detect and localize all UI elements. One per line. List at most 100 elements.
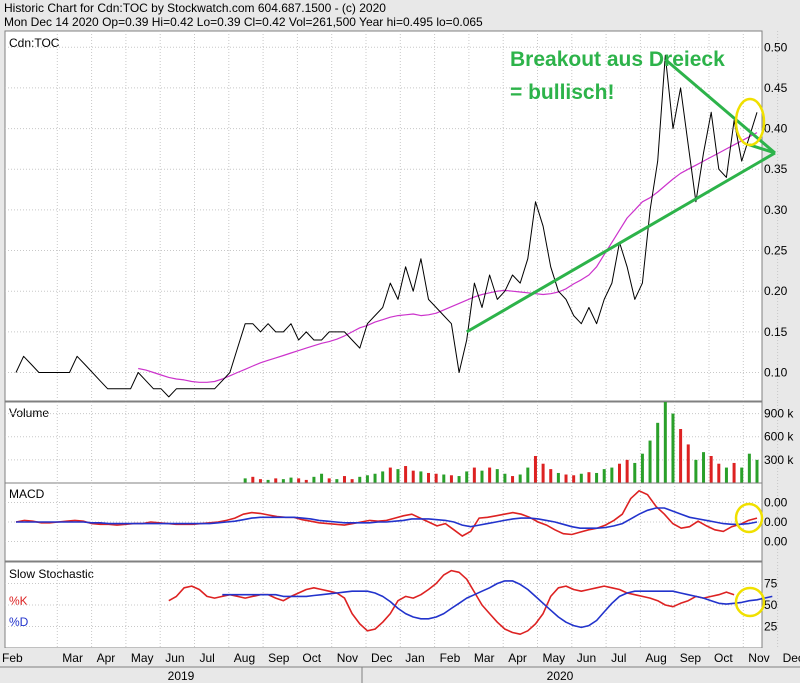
volume-bar (549, 469, 553, 483)
volume-bar (694, 459, 698, 483)
stochastic-panel-title: Slow Stochastic (9, 567, 94, 581)
annotation-line1: Breakout aus Dreieck (510, 48, 725, 71)
volume-bar (419, 471, 423, 483)
volume-panel (4, 401, 763, 484)
chart-header-line1: Historic Chart for Cdn:TOC by Stockwatch… (4, 1, 386, 15)
y-tick-label: 600 k (764, 430, 794, 444)
x-axis-area (0, 648, 800, 683)
volume-bar (503, 473, 507, 483)
triangle-trendline-apex (748, 143, 776, 155)
x-month-label: Nov (748, 651, 769, 665)
y-tick-label: 0.40 (764, 122, 788, 136)
volume-bar (602, 469, 606, 483)
volume-bar (373, 473, 377, 483)
volume-bar (663, 402, 667, 483)
x-month-label: Dec (783, 651, 800, 665)
volume-bar (289, 477, 293, 483)
volume-bar (320, 473, 324, 483)
year-label-2019: 2019 (168, 669, 195, 683)
x-month-label: Feb (2, 651, 23, 665)
volume-bar (556, 472, 560, 483)
volume-bar (434, 473, 438, 483)
volume-bar (488, 467, 492, 483)
y-tick-label: 900 k (764, 407, 794, 421)
volume-bar (702, 452, 706, 483)
breakout-circle-price (734, 97, 766, 147)
volume-bar (243, 478, 247, 483)
x-month-label: Apr (97, 651, 116, 665)
volume-bar (610, 467, 614, 483)
volume-bar (427, 472, 431, 483)
y-tick-label: 0.15 (764, 325, 788, 339)
y-tick-label: 0.30 (764, 203, 788, 217)
volume-bar (518, 474, 522, 483)
x-month-label: Feb (440, 651, 461, 665)
price-panel (4, 30, 763, 402)
volume-bar (297, 478, 301, 483)
volume-bar (732, 462, 736, 483)
volume-bar (274, 478, 278, 483)
volume-bar (396, 469, 400, 483)
triangle-trendline-upper (664, 58, 776, 155)
volume-bar (579, 473, 583, 483)
x-month-label: Oct (714, 651, 733, 665)
volume-bar (312, 476, 316, 483)
volume-bar (740, 467, 744, 483)
y-tick-label: 0.35 (764, 162, 788, 176)
volume-bar (572, 475, 576, 483)
x-month-label: Aug (645, 651, 666, 665)
x-month-label: Jan (405, 651, 424, 665)
x-month-label: Sep (680, 651, 702, 665)
volume-bar (411, 470, 415, 483)
volume-bar (388, 467, 392, 483)
y-tick-label: 0.25 (764, 244, 788, 258)
volume-bar (533, 456, 537, 483)
y-tick-label: 0.00 (764, 515, 788, 529)
y-tick-label: 75 (764, 577, 778, 591)
y-tick-label: 0.50 (764, 40, 788, 54)
x-month-label: Oct (302, 651, 321, 665)
volume-bar (617, 463, 621, 483)
volume-bar (587, 472, 591, 483)
x-month-label: Dec (371, 651, 392, 665)
volume-bar (266, 479, 270, 483)
volume-bar (671, 413, 675, 483)
chart-header-line2: Mon Dec 14 2020 Op=0.39 Hi=0.42 Lo=0.39 … (4, 15, 483, 29)
volume-bar (457, 476, 461, 483)
volume-bar (365, 475, 369, 483)
volume-bar (595, 472, 599, 483)
x-month-label: Jun (577, 651, 596, 665)
volume-bar (304, 479, 308, 483)
y-tick-label: 0.45 (764, 81, 788, 95)
volume-bar (472, 467, 476, 483)
volume-bar (747, 453, 751, 483)
x-month-label: Apr (508, 651, 527, 665)
x-month-label: Jul (611, 651, 626, 665)
y-tick-label: 0.00 (764, 496, 788, 510)
volume-bar (404, 466, 408, 483)
volume-bar (755, 459, 759, 483)
y-tick-label: 0.10 (764, 366, 788, 380)
stochastic-d-line (222, 580, 773, 629)
macd-panel-title: MACD (9, 487, 45, 501)
volume-bar (449, 475, 453, 483)
volume-bar (564, 474, 568, 483)
macd-signal-line (16, 507, 758, 530)
volume-bar (679, 429, 683, 483)
volume-bar (480, 470, 484, 483)
stochastic-legend-k: %K (9, 594, 28, 608)
volume-bar (327, 478, 331, 483)
volume-bar (381, 471, 385, 483)
volume-bar (633, 462, 637, 483)
volume-bar (335, 479, 339, 483)
volume-bar (541, 463, 545, 483)
breakout-circle-stochastic (734, 586, 766, 618)
volume-bar (358, 476, 362, 483)
volume-panel-title: Volume (9, 406, 49, 420)
volume-bar (640, 453, 644, 483)
x-month-label: Jun (165, 651, 184, 665)
x-month-label: May (131, 651, 154, 665)
volume-bar (625, 459, 629, 483)
volume-bar (258, 479, 262, 483)
